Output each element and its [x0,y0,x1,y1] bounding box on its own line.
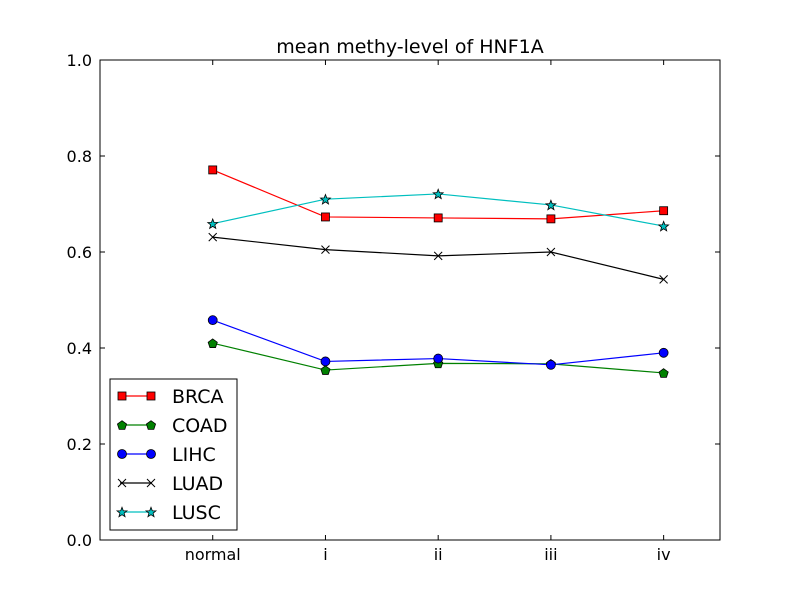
series-brca [208,165,669,224]
legend-marker [117,449,127,459]
legend-marker [146,478,156,488]
legend-marker [115,506,129,518]
series-layer [206,165,670,378]
y-tick-label: 0.0 [67,531,92,550]
data-point [659,206,669,216]
legend-label: LIHC [172,444,216,466]
data-point [207,338,218,348]
plot-frame [99,59,721,541]
data-point [321,212,330,222]
data-point [207,315,218,326]
data-point [546,359,556,370]
data-point [544,199,557,211]
legend-item-luad: LUAD [117,473,223,495]
x-tick-label: iii [544,545,557,564]
legend-marker [144,506,158,518]
data-point [433,353,444,364]
legend-marker [146,391,156,401]
series-lihc [207,315,669,370]
data-point [433,213,443,223]
legend-item-brca: BRCA [117,386,224,408]
y-tick-label: 0.6 [67,243,92,262]
data-point [546,214,556,224]
chart-title: mean methy-level of HNF1A [276,36,543,58]
x-tick-label: normal [185,545,241,564]
data-point [320,356,331,367]
legend-marker [117,391,127,401]
legend-item-coad: COAD [116,415,228,437]
legend-marker [145,420,157,430]
data-point [206,217,219,230]
legend-marker [146,449,156,459]
legend-label: LUAD [172,473,223,495]
x-tick-label: i [323,545,327,564]
legend-item-lihc: LIHC [117,444,216,466]
data-point [658,347,669,358]
data-point [659,275,668,284]
data-point [432,188,445,200]
legend-marker [116,420,128,430]
y-tick-label: 0.4 [67,339,92,358]
data-point [208,232,218,242]
legend-item-lusc: LUSC [115,502,221,524]
data-point [319,193,332,205]
y-tick-label: 0.2 [67,435,92,454]
data-point [433,251,443,261]
data-point [320,365,331,375]
x-tick-label: ii [434,545,443,564]
series-line [212,236,664,280]
data-point [658,368,669,378]
x-tick-label: iv [657,545,671,564]
series-luad [208,232,668,284]
data-point [208,165,218,175]
legend-label: COAD [172,415,228,437]
legend: BRCA COAD LIHC LUAD LUSC [109,378,238,531]
legend-label: LUSC [172,502,221,524]
data-point [546,247,556,257]
legend-marker [117,478,127,488]
data-point [321,245,330,254]
y-tick-label: 1.0 [67,51,92,70]
series-lusc [206,188,670,232]
y-tick-label: 0.8 [67,147,92,166]
legend-label: BRCA [172,386,224,408]
data-point [657,220,670,232]
